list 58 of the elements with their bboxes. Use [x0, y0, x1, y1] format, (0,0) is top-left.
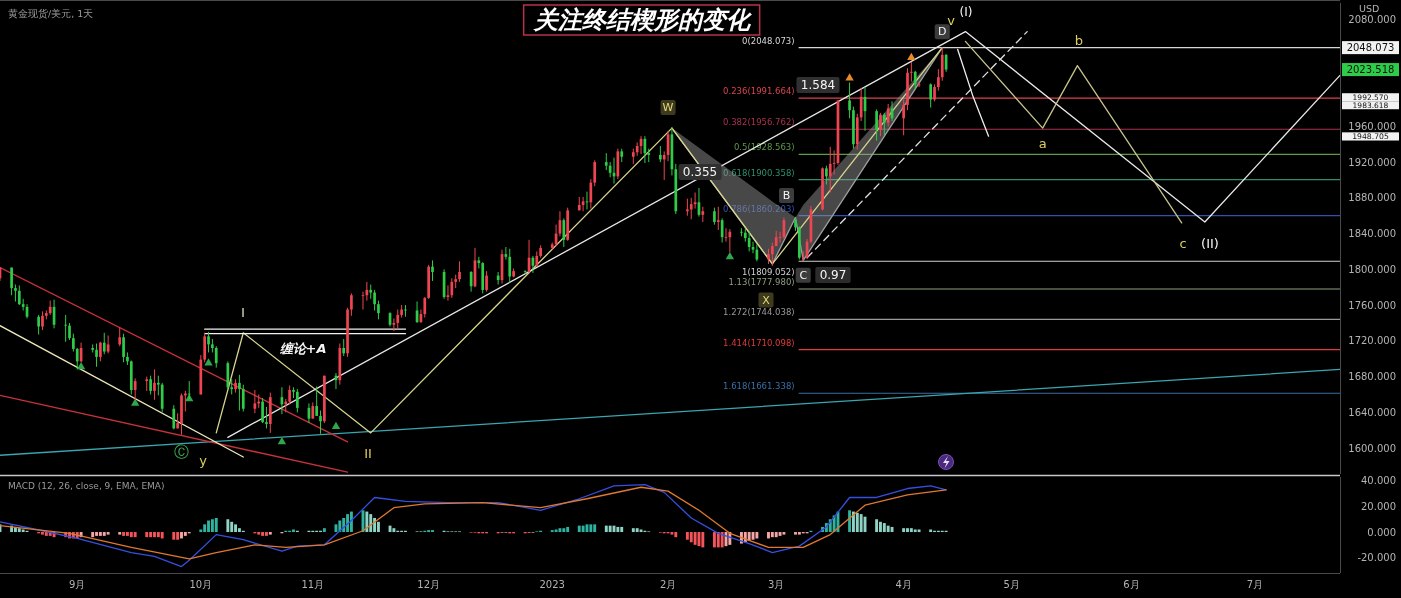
annotation: v: [947, 12, 956, 28]
y-axis-title: USD: [1359, 3, 1380, 14]
x-tick-label: 5月: [1003, 579, 1020, 590]
annotation: 0.355: [682, 165, 718, 179]
ref-line-label: 1.272(1744.038): [723, 307, 795, 318]
annotation: (I): [959, 5, 973, 19]
y-tick-label: 2023.518: [1346, 64, 1395, 76]
annotation: Ⓒ: [174, 442, 189, 461]
y-tick-label: 2048.073: [1346, 42, 1395, 54]
annotation: (II): [1201, 235, 1219, 251]
annotation: b: [1074, 32, 1084, 48]
annotation: 0.97: [819, 268, 847, 282]
text: MACD (12, 26, close, 9, EMA, EMA): [8, 481, 165, 491]
y-tick-label: 1840.000: [1348, 228, 1396, 240]
annotation: 缠论+A: [279, 340, 327, 356]
y-tick-label: 1680.000: [1348, 371, 1396, 383]
y-tick-label: 1760.000: [1348, 299, 1396, 311]
y-tick-label: 1960.000: [1348, 120, 1396, 132]
y-tick-label: 40.000: [1361, 475, 1396, 487]
y-tick-label: 2080.000: [1348, 13, 1396, 25]
x-tick-label: 6月: [1123, 579, 1140, 590]
x-tick-label: 2023: [539, 579, 565, 590]
x-tick-label: 10月: [189, 579, 213, 590]
y-tick-label: 0.000: [1367, 526, 1396, 538]
x-tick-label: 3月: [768, 579, 785, 590]
annotation: D: [938, 25, 947, 39]
ref-line-label: 0.236(1991.664): [723, 86, 795, 97]
y-tick-label: 20.000: [1361, 500, 1396, 512]
chart-title: 关注终结楔形的变化: [532, 6, 752, 34]
y-tick-label: 1640.000: [1348, 406, 1396, 418]
annotation: a: [1038, 135, 1047, 151]
x-tick-label: 11月: [301, 579, 325, 590]
x-tick-label: 7月: [1246, 579, 1264, 590]
y-tick-label: -20.000: [1357, 552, 1396, 564]
annotation: X: [762, 293, 771, 307]
text: 黄金现货/美元, 1天: [8, 8, 94, 19]
ref-line-label: 0.618(1900.358): [723, 167, 795, 178]
x-tick-label: 9月: [69, 579, 86, 590]
y-tick-label: 1920.000: [1348, 156, 1396, 168]
y-tick-label: 1800.000: [1348, 263, 1396, 275]
y-tick-label: 1720.000: [1348, 335, 1396, 347]
ref-line-label: 1.414(1710.098): [723, 337, 795, 348]
annotation: I: [241, 306, 245, 320]
x-tick-label: 2月: [659, 579, 677, 590]
annotation: y: [199, 452, 208, 468]
annotation: c: [1179, 235, 1187, 251]
annotation: II: [364, 445, 372, 461]
ref-line-label: 1(1809.052): [742, 266, 795, 277]
annotation: 1.584: [800, 78, 836, 92]
x-tick-label: 4月: [895, 579, 912, 590]
x-tick-label: 12月: [417, 579, 441, 590]
annotation: C: [799, 268, 808, 282]
ref-line-label: 0.382(1956.762): [723, 117, 795, 128]
y-tick-label: 1880.000: [1348, 192, 1396, 204]
ref-line-label: 1.13(1777.980): [728, 277, 795, 288]
ref-line-label: 0(2048.073): [742, 35, 795, 46]
y-tick-label: 1600.000: [1348, 442, 1396, 454]
ref-line-label: 1.618(1661.338): [723, 381, 795, 392]
